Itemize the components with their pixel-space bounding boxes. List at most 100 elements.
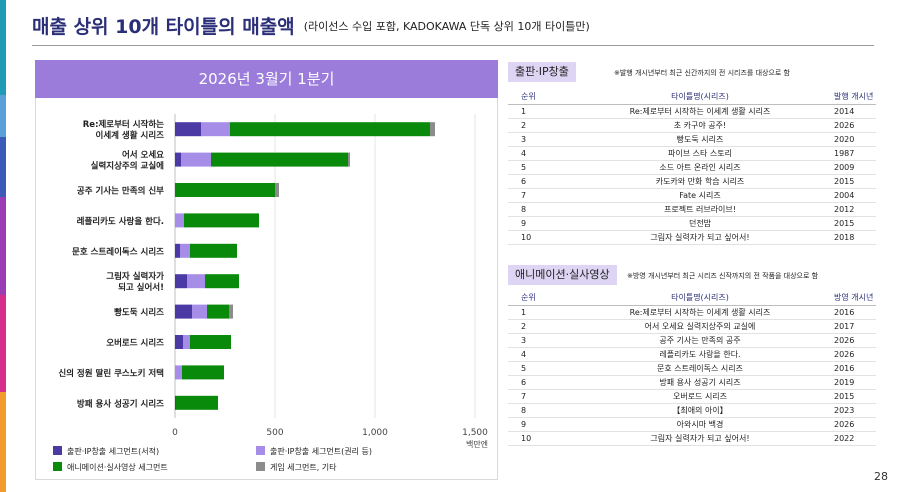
anime-table-label: 애니메이션·실사영상 [508, 265, 617, 285]
legend-label: 게임 세그먼트, 기타 [270, 462, 337, 472]
bar-segment [182, 365, 224, 380]
bar-segment [201, 122, 230, 137]
bar-segment [175, 365, 182, 380]
column-header-rank: 순위 [508, 90, 572, 105]
rank-cell: 2 [508, 319, 572, 334]
title-cell: 오버로드 시리즈 [572, 389, 828, 405]
bar-segment [187, 274, 205, 289]
title-divider [32, 45, 874, 46]
table-row: 7 오버로드 시리즈 2015 [508, 389, 876, 405]
legend-label: 출판·IP창출 세그먼트(권리 등) [270, 446, 372, 456]
side-accent-segment [0, 95, 6, 137]
rank-cell: 6 [508, 375, 572, 391]
year-cell: 2022 [828, 431, 876, 447]
category-label: 공주 기사는 만족의 신부 [77, 186, 164, 197]
page-header: 매출 상위 10개 타이틀의 매출액 (라이선스 수입 포함, KADOKAWA… [32, 12, 590, 39]
title-cell: 카도카와 만화 학습 시리즈 [572, 174, 828, 190]
year-cell: 2016 [828, 361, 876, 376]
bar-segment [230, 122, 430, 137]
bar-segment [190, 243, 237, 258]
rank-cell: 6 [508, 174, 572, 190]
table-row: 2 어서 오세요 실력지상주의 교실에 2017 [508, 319, 876, 334]
table-row: 8 【최애의 아이】 2023 [508, 403, 876, 419]
bar-segment [348, 152, 350, 167]
chart-title: 2026년 3월기 1분기 [35, 60, 498, 98]
column-header-rank: 순위 [508, 291, 572, 306]
legend-label: 출판·IP창출 세그먼트(서적) [67, 446, 159, 456]
title-cell: 【최애의 아이】 [572, 403, 828, 419]
year-cell: 2019 [828, 375, 876, 391]
rank-cell: 9 [508, 417, 572, 433]
bar-segment [190, 335, 231, 349]
publishing-table-label: 출판·IP창출 [508, 62, 576, 82]
year-cell: 2016 [828, 305, 876, 320]
rank-cell: 1 [508, 104, 572, 119]
title-cell: 초 카구야 공주! [572, 118, 828, 133]
category-label: Re:제로부터 시작하는 [83, 119, 164, 130]
rank-cell: 3 [508, 333, 572, 348]
rank-cell: 5 [508, 361, 572, 376]
category-label: 그림자 실력자가 [106, 271, 164, 282]
page-subtitle: (라이선스 수입 포함, KADOKAWA 단독 상위 10개 타이틀만) [303, 19, 590, 33]
table-row: 9 던전밥 2015 [508, 216, 876, 232]
title-cell: Re:제로부터 시작하는 이세계 생활 시리즈 [572, 305, 828, 320]
bar-segment [183, 335, 190, 349]
title-cell: 그림자 실력자가 되고 싶어서! [572, 431, 828, 447]
bar-segment [207, 304, 229, 319]
bar-segment [430, 122, 435, 137]
side-accent-segment [0, 197, 6, 295]
year-cell: 2023 [828, 403, 876, 419]
legend-swatch [256, 462, 265, 471]
title-cell: 파이브 스타 스토리 [572, 146, 828, 161]
chart-panel: 2026년 3월기 1분기 0 500 1,000 1,500 백만엔 Re:제로부터 시… [35, 60, 498, 480]
year-cell: 2015 [828, 174, 876, 190]
category-label: 되고 싶어서! [118, 282, 164, 293]
column-header-year: 방영 개시년 [828, 291, 876, 306]
side-accent-segment [0, 295, 6, 392]
x-tick-label: 1,000 [362, 428, 388, 438]
bar-segment [175, 274, 187, 289]
legend-swatch [53, 446, 62, 455]
page-title: 매출 상위 10개 타이틀의 매출액 [32, 16, 295, 38]
rank-cell: 10 [508, 431, 572, 447]
rank-cell: 2 [508, 118, 572, 133]
bar-segment [180, 243, 190, 258]
year-cell: 2026 [828, 118, 876, 133]
column-header-year: 발행 개시년 [828, 90, 876, 105]
year-cell: 2020 [828, 132, 876, 147]
table-row: 7 Fate 시리즈 2004 [508, 188, 876, 204]
title-cell: 그림자 실력자가 되고 싶어서! [572, 230, 828, 246]
title-cell: 던전밥 [572, 216, 828, 232]
category-label: 방패 용사 성공기 시리즈 [77, 398, 164, 409]
bar-segment [175, 243, 180, 258]
table-row: 6 카도카와 만화 학습 시리즈 2015 [508, 174, 876, 190]
title-cell: 아와시마 백경 [572, 417, 828, 433]
table-header-row: 순위 타이틀명(시리즈) 방영 개시년 [508, 291, 876, 306]
bar-segment [192, 304, 207, 319]
category-label: 문호 스트레이독스 시리즈 [72, 246, 164, 257]
column-header-title: 타이틀명(시리즈) [572, 90, 828, 105]
legend-label: 애니메이션·실사영상 세그먼트 [67, 462, 168, 472]
table-row: 3 공주 기사는 만족의 공주 2026 [508, 333, 876, 348]
rank-cell: 4 [508, 347, 572, 362]
category-label: 레플리카도 사랑을 한다. [77, 216, 164, 227]
bar-segment [175, 335, 183, 349]
table-row: 4 파이브 스타 스토리 1987 [508, 146, 876, 161]
table-row: 8 프로젝트 러브라이브! 2012 [508, 202, 876, 218]
table-header-row: 순위 타이틀명(시리즈) 발행 개시년 [508, 90, 876, 105]
category-label: 어서 오세요 [122, 150, 164, 161]
year-cell: 2004 [828, 188, 876, 204]
publishing-table-note: ※발행 개시년부터 최근 신간까지의 전 시리즈를 대상으로 함 [614, 69, 791, 77]
table-row: 9 아와시마 백경 2026 [508, 417, 876, 433]
bar-segment [176, 395, 218, 410]
rank-cell: 1 [508, 305, 572, 320]
legend-swatch [53, 462, 62, 471]
table-row: 6 방패 용사 성공기 시리즈 2019 [508, 375, 876, 391]
bar-segment [175, 122, 201, 137]
year-cell: 2009 [828, 160, 876, 175]
chart-body: 0 500 1,000 1,500 백만엔 Re:제로부터 시작하는 이세계 생활 시리즈 어… [35, 98, 498, 480]
title-cell: 어서 오세요 실력지상주의 교실에 [572, 319, 828, 334]
table-row: 4 레플리카도 사랑을 한다. 2026 [508, 347, 876, 362]
x-tick-label: 1,500 [462, 428, 488, 438]
